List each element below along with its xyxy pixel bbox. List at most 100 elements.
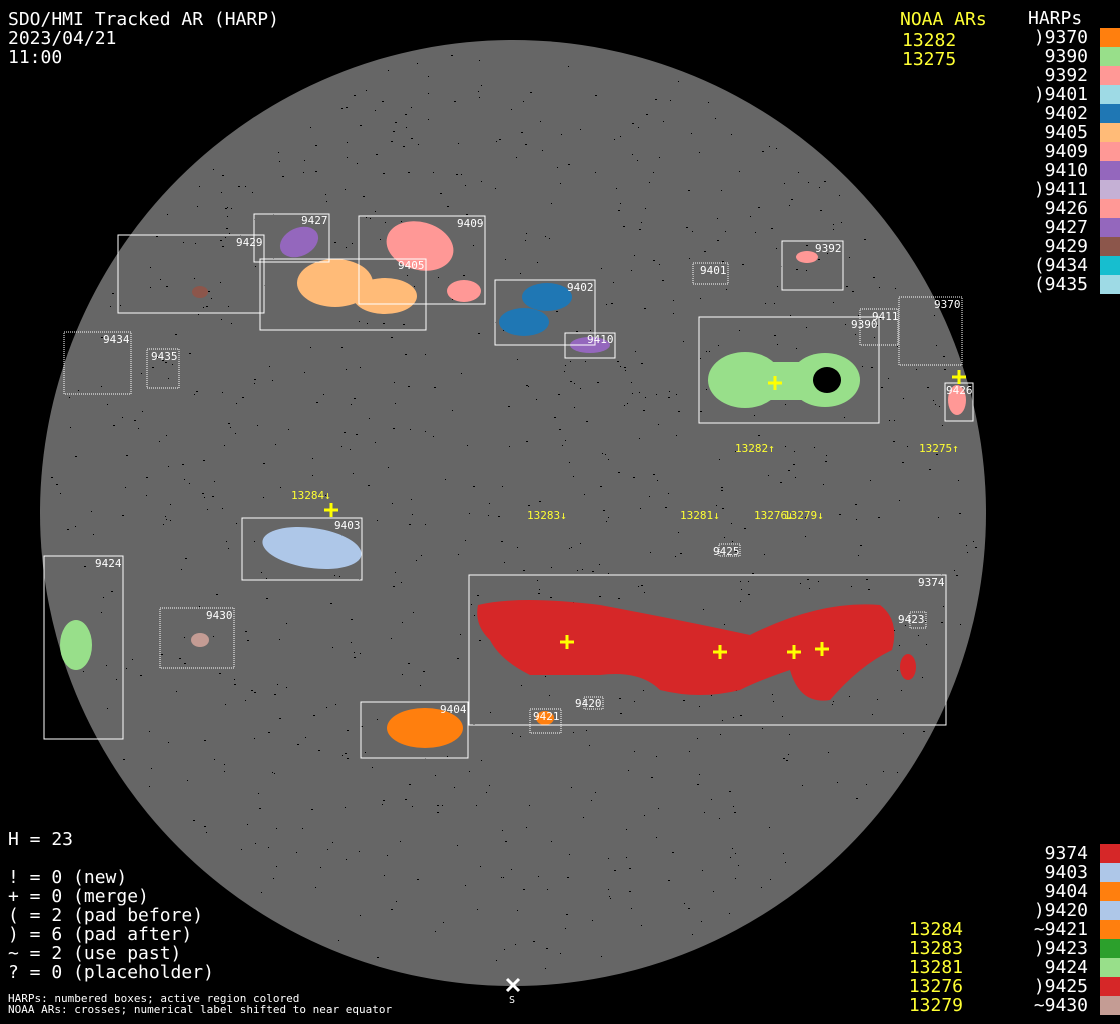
speck	[708, 102, 709, 103]
speck	[520, 273, 521, 274]
speck	[718, 345, 719, 346]
speck	[261, 892, 262, 893]
legend-row: 9410	[890, 160, 1120, 181]
speck	[170, 504, 171, 505]
speck	[75, 456, 77, 457]
legend-row: 13276)9425	[890, 976, 1120, 997]
speck	[796, 269, 798, 270]
speck	[458, 554, 459, 555]
speck	[561, 134, 562, 135]
color-swatch	[1100, 161, 1120, 180]
speck	[347, 142, 348, 143]
box-9402	[494, 279, 596, 346]
speck	[610, 898, 611, 899]
speck	[860, 545, 862, 546]
harp-number: 9410	[1044, 160, 1088, 181]
harp-label: 9423	[898, 613, 925, 626]
speck	[568, 66, 569, 67]
speck	[345, 189, 346, 190]
speck	[116, 679, 117, 680]
harp-label: 9420	[575, 697, 602, 710]
speck	[927, 387, 929, 388]
speck	[401, 221, 402, 222]
speck	[725, 231, 726, 232]
speck	[417, 63, 418, 64]
speck	[732, 848, 733, 849]
speck	[227, 216, 228, 217]
speck	[650, 552, 651, 553]
speck	[688, 190, 690, 191]
speck	[83, 671, 84, 672]
noaa-number: 13276	[908, 976, 963, 997]
speck	[537, 580, 538, 581]
speck	[182, 464, 184, 465]
speck	[719, 459, 720, 460]
speck	[469, 771, 470, 772]
speck	[721, 487, 723, 488]
legend-row: 9409	[890, 141, 1120, 162]
speck	[640, 508, 641, 509]
speck	[645, 208, 646, 209]
speck	[428, 76, 429, 77]
speck	[347, 758, 349, 759]
speck	[635, 351, 636, 352]
noaa-legend-item: 13282	[902, 30, 957, 51]
speck	[338, 940, 339, 941]
speck	[933, 400, 934, 401]
speck	[580, 388, 581, 389]
speck	[731, 134, 732, 135]
speck	[820, 210, 822, 211]
speck	[318, 750, 320, 751]
noaa-cross	[768, 376, 782, 390]
flag-stats: ! = 0 (new) + = 0 (merge)( = 2 (pad befor…	[8, 868, 214, 982]
speck	[396, 901, 397, 902]
speck	[590, 330, 591, 331]
speck	[918, 635, 919, 636]
box-9403	[241, 517, 363, 581]
speck	[631, 270, 632, 271]
speck	[458, 143, 459, 144]
speck	[334, 575, 335, 576]
speck	[935, 404, 936, 405]
speck	[897, 346, 898, 347]
speck	[112, 293, 114, 294]
speck	[700, 411, 702, 412]
speck	[805, 517, 806, 518]
speck	[608, 858, 609, 859]
speck	[179, 658, 181, 659]
speck	[549, 238, 550, 239]
speck	[729, 791, 731, 792]
speck	[606, 521, 607, 522]
speck	[414, 286, 415, 287]
speck	[656, 394, 657, 395]
speck	[126, 668, 127, 669]
speck	[688, 908, 690, 909]
speck	[877, 699, 878, 700]
speck	[651, 777, 653, 778]
speck	[631, 382, 632, 383]
color-swatch	[1100, 977, 1120, 996]
speck	[276, 828, 277, 829]
speck	[523, 570, 525, 571]
speck	[973, 541, 974, 542]
speck	[238, 186, 240, 187]
speck	[824, 181, 826, 182]
speck	[101, 337, 103, 338]
harp-labels: 9429 9427 9409 9405 9402 9410 9401 9392 …	[95, 214, 973, 723]
speck	[739, 171, 740, 172]
speck	[225, 704, 226, 705]
speck	[325, 495, 326, 496]
speck	[344, 432, 346, 433]
speck	[595, 172, 596, 173]
speck	[709, 351, 710, 352]
speck	[632, 393, 633, 394]
speck	[385, 222, 386, 223]
speck	[162, 360, 164, 361]
speck	[668, 493, 669, 494]
speck	[383, 800, 385, 801]
harp-label: 9427	[301, 214, 328, 227]
speck	[212, 496, 214, 497]
speck	[456, 174, 458, 175]
harp-number: 9392	[1044, 65, 1088, 86]
speck	[442, 805, 443, 806]
